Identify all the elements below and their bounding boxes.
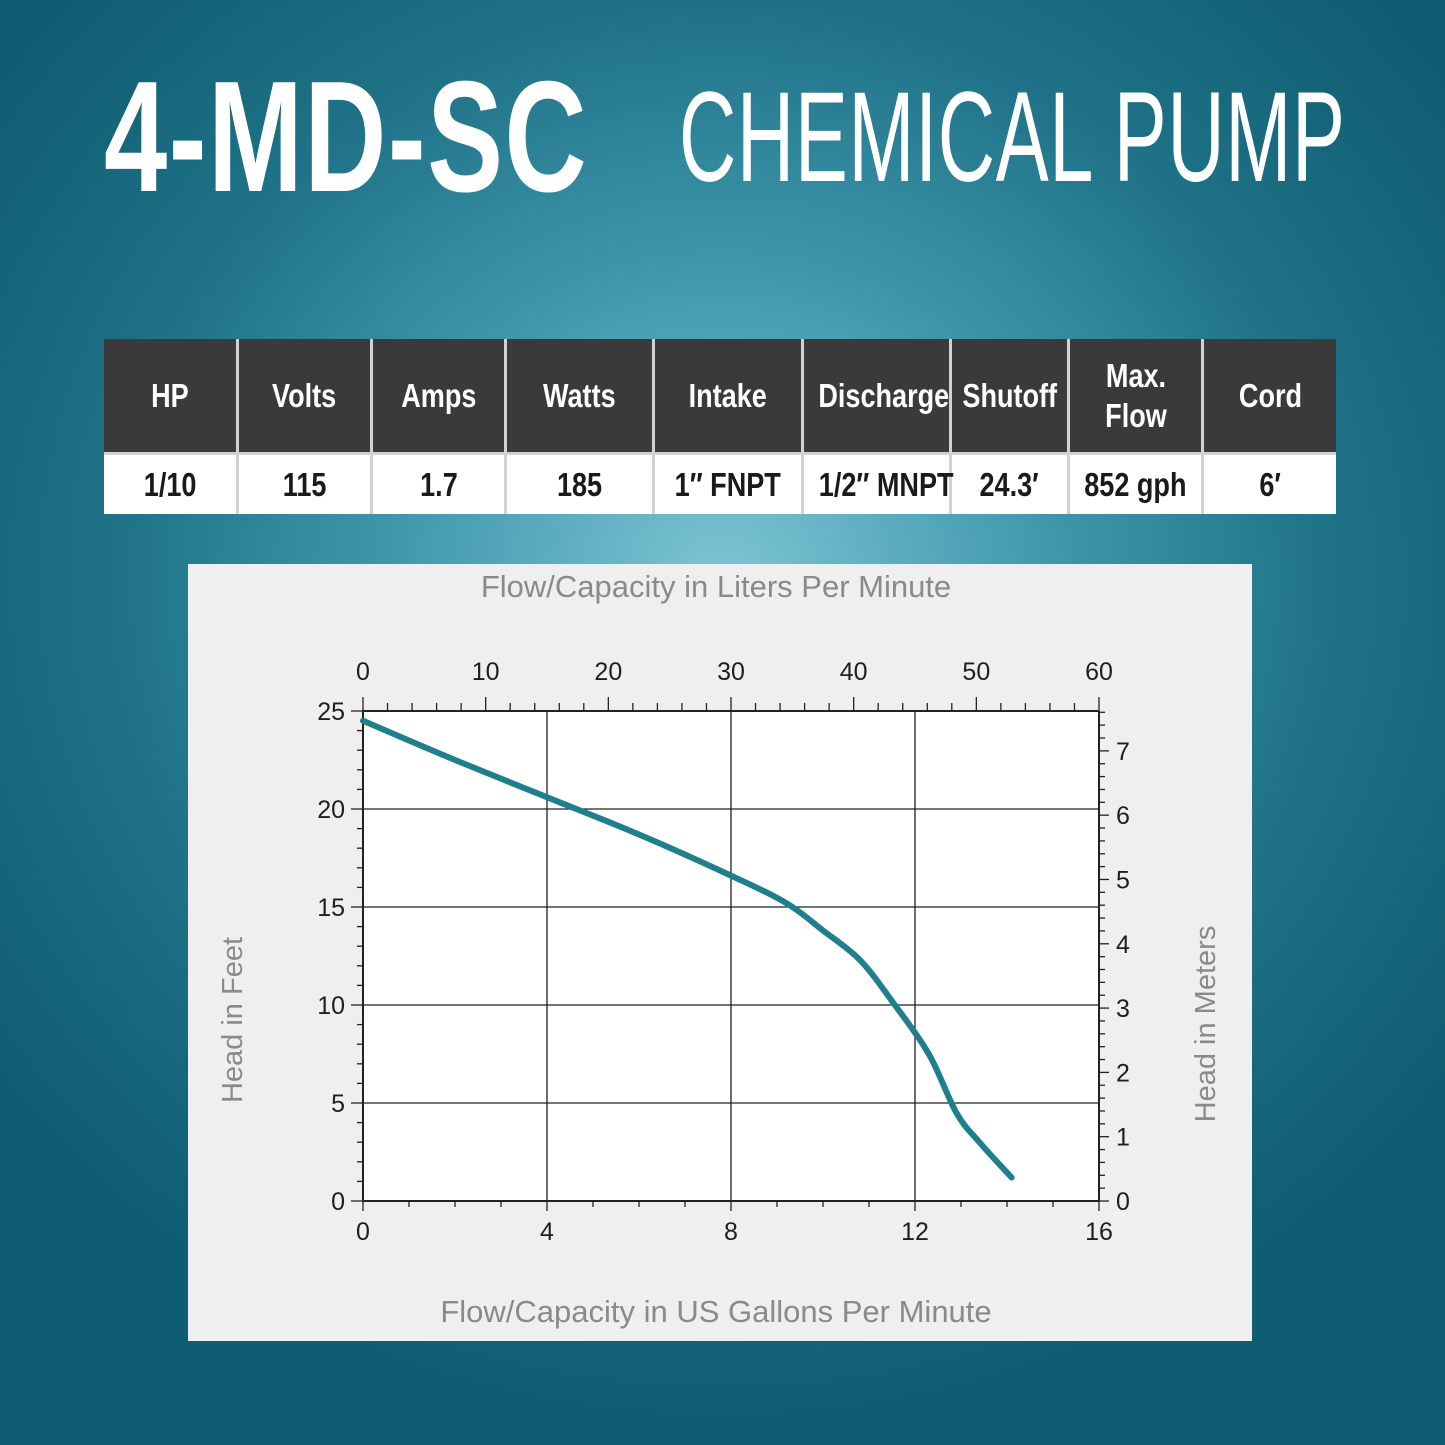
y-tick-label: 10 [317,992,345,1020]
top-axis-title: Flow/Capacity in Liters Per Minute [481,569,951,604]
top-tick-label: 40 [840,658,868,686]
top-tick-label: 50 [962,658,990,686]
spec-value: 852 gph [1066,453,1203,514]
y-tick-label: 0 [331,1188,345,1216]
spec-header: Watts [504,339,654,455]
spec-value: 6′ [1201,453,1336,514]
spec-value: 115 [235,453,372,514]
model-name: 4-MD-SC [104,49,589,225]
spec-value: 1/10 [104,453,238,514]
x-tick-label: 0 [356,1218,370,1246]
right-tick-label: 7 [1116,738,1130,766]
right-tick-label: 2 [1116,1059,1130,1087]
top-tick-label: 10 [472,658,500,686]
page-title: 4-MD-SC CHEMICAL PUMP [104,49,1346,225]
top-tick-label: 30 [717,658,745,686]
spec-value: 1.7 [369,453,506,514]
performance-chart: Flow/Capacity in Liters Per Minute Flow/… [188,564,1252,1341]
right-tick-label: 3 [1116,995,1130,1023]
spec-header: Max. Flow [1066,339,1203,455]
product-description: CHEMICAL PUMP [679,66,1346,209]
spec-value: 24.3′ [948,453,1069,514]
right-tick-label: 6 [1116,802,1130,830]
spec-header: Amps [369,339,506,455]
y-axis-title-left: Head in Feet [217,937,249,1103]
spec-header: Discharge [800,339,951,455]
y-tick-label: 5 [331,1090,345,1118]
chart-canvas: Flow/Capacity in Liters Per Minute Flow/… [217,569,1222,1329]
right-tick-label: 1 [1116,1124,1130,1152]
y-tick-label: 15 [317,894,345,922]
x-tick-label: 12 [901,1218,929,1246]
y-axis-title-right: Head in Meters [1190,926,1222,1123]
y-tick-label: 20 [317,796,345,824]
top-tick-label: 0 [356,658,370,686]
performance-curve [360,717,1015,1181]
spec-table: HP Volts Amps Watts Intake Discharge Shu… [104,339,1336,514]
right-tick-label: 4 [1116,931,1130,959]
spec-value-row: 1/10 115 1.7 185 1″ FNPT 1/2″ MNPT 24.3′… [104,453,1336,514]
spec-header: HP [104,339,238,455]
y-tick-label: 25 [317,698,345,726]
spec-header: Cord [1201,339,1336,455]
spec-header: Shutoff [948,339,1069,455]
x-tick-label: 4 [540,1218,554,1246]
top-tick-label: 60 [1085,658,1113,686]
spec-value: 1/2″ MNPT [800,453,953,514]
x-axis-title: Flow/Capacity in US Gallons Per Minute [440,1294,991,1329]
spec-value: 185 [504,453,654,514]
x-tick-label: 16 [1085,1218,1113,1246]
spec-value: 1″ FNPT [652,453,803,514]
right-tick-label: 0 [1116,1188,1130,1216]
top-tick-label: 20 [594,658,622,686]
right-tick-label: 5 [1116,866,1130,894]
spec-header-row: HP Volts Amps Watts Intake Discharge Shu… [104,339,1336,455]
spec-header: Intake [652,339,803,455]
x-tick-label: 8 [724,1218,738,1246]
spec-header: Volts [235,339,372,455]
